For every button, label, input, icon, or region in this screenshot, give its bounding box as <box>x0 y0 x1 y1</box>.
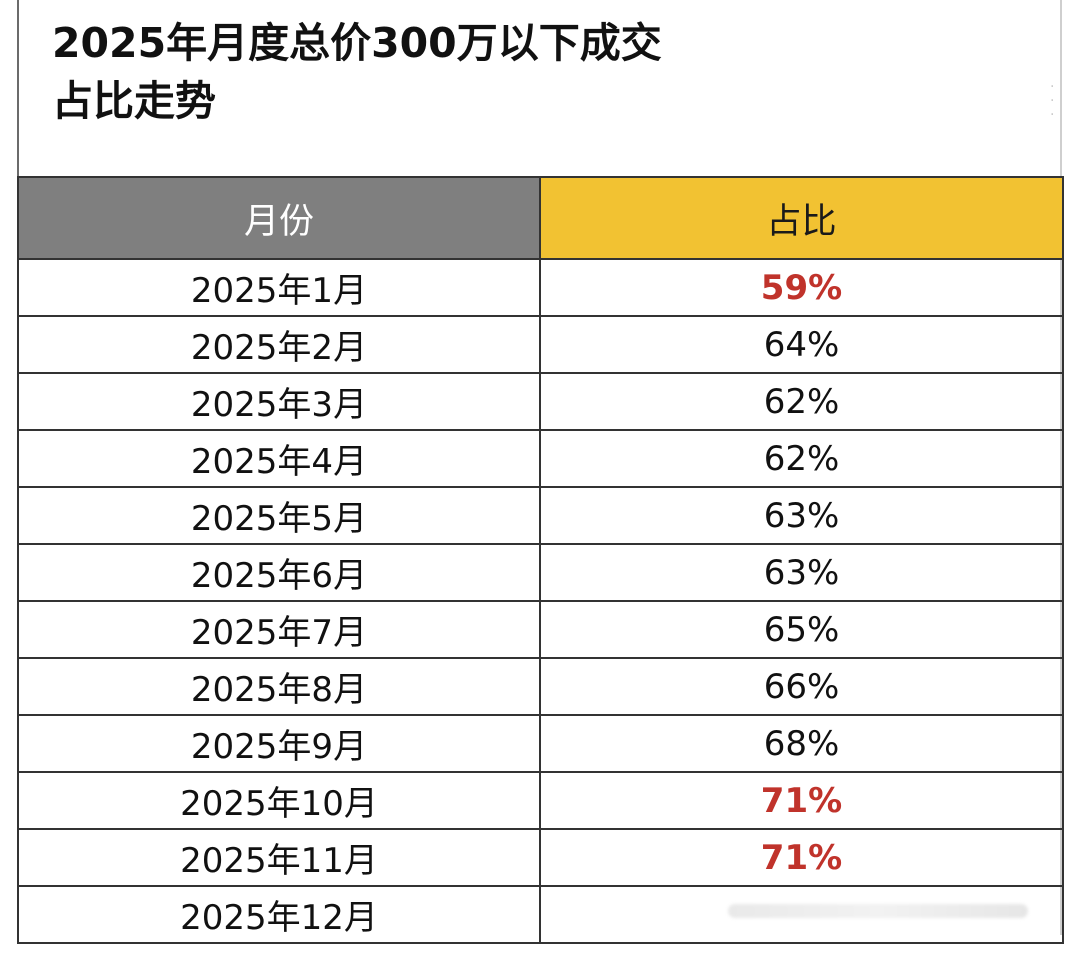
table-row: 2025年11月 71% <box>17 828 1064 887</box>
cell-month: 2025年9月 <box>17 714 541 773</box>
cell-ratio: 71% <box>539 828 1064 887</box>
cell-month: 2025年4月 <box>17 429 541 488</box>
obscured-value-bar <box>728 904 1028 918</box>
cell-month: 2025年2月 <box>17 315 541 374</box>
cell-ratio: 63% <box>539 543 1064 602</box>
table-row: 2025年6月 63% <box>17 543 1064 602</box>
cell-ratio: 64% <box>539 315 1064 374</box>
table-row: 2025年7月 65% <box>17 600 1064 659</box>
table-row: 2025年5月 63% <box>17 486 1064 545</box>
cell-month: 2025年10月 <box>17 771 541 830</box>
cell-ratio: 62% <box>539 429 1064 488</box>
cell-month: 2025年1月 <box>17 258 541 317</box>
cell-month: 2025年11月 <box>17 828 541 887</box>
cell-ratio: 63% <box>539 486 1064 545</box>
cell-ratio: 71% <box>539 771 1064 830</box>
table-header-row: 月份 占比 <box>17 176 1064 260</box>
table-row: 2025年10月 71% <box>17 771 1064 830</box>
cell-ratio: 65% <box>539 600 1064 659</box>
header-ratio: 占比 <box>539 176 1064 260</box>
table-row: 2025年3月 62% <box>17 372 1064 431</box>
cell-ratio: 62% <box>539 372 1064 431</box>
table-row: 2025年1月 59% <box>17 258 1064 317</box>
cell-month: 2025年6月 <box>17 543 541 602</box>
table-row: 2025年9月 68% <box>17 714 1064 773</box>
cell-month: 2025年8月 <box>17 657 541 716</box>
header-month: 月份 <box>17 176 541 260</box>
table-row: 2025年8月 66% <box>17 657 1064 716</box>
cell-month: 2025年12月 <box>17 885 541 944</box>
table-row: 2025年12月 <box>17 885 1064 944</box>
cell-month: 2025年3月 <box>17 372 541 431</box>
title-line-2: 占比走势 <box>52 77 216 125</box>
cell-month: 2025年5月 <box>17 486 541 545</box>
cell-ratio: 68% <box>539 714 1064 773</box>
table-row: 2025年4月 62% <box>17 429 1064 488</box>
table-row: 2025年2月 64% <box>17 315 1064 374</box>
edge-artifact: · · · <box>1050 79 1055 123</box>
page-title: 2025年月度总价300万以下成交 占比走势 <box>52 14 812 130</box>
cell-ratio: 59% <box>539 258 1064 317</box>
title-line-1: 2025年月度总价300万以下成交 <box>52 19 662 67</box>
cell-month: 2025年7月 <box>17 600 541 659</box>
cell-ratio: 66% <box>539 657 1064 716</box>
ratio-table: 月份 占比 2025年1月 59% 2025年2月 64% 2025年3月 62% 2025… <box>17 176 1064 944</box>
